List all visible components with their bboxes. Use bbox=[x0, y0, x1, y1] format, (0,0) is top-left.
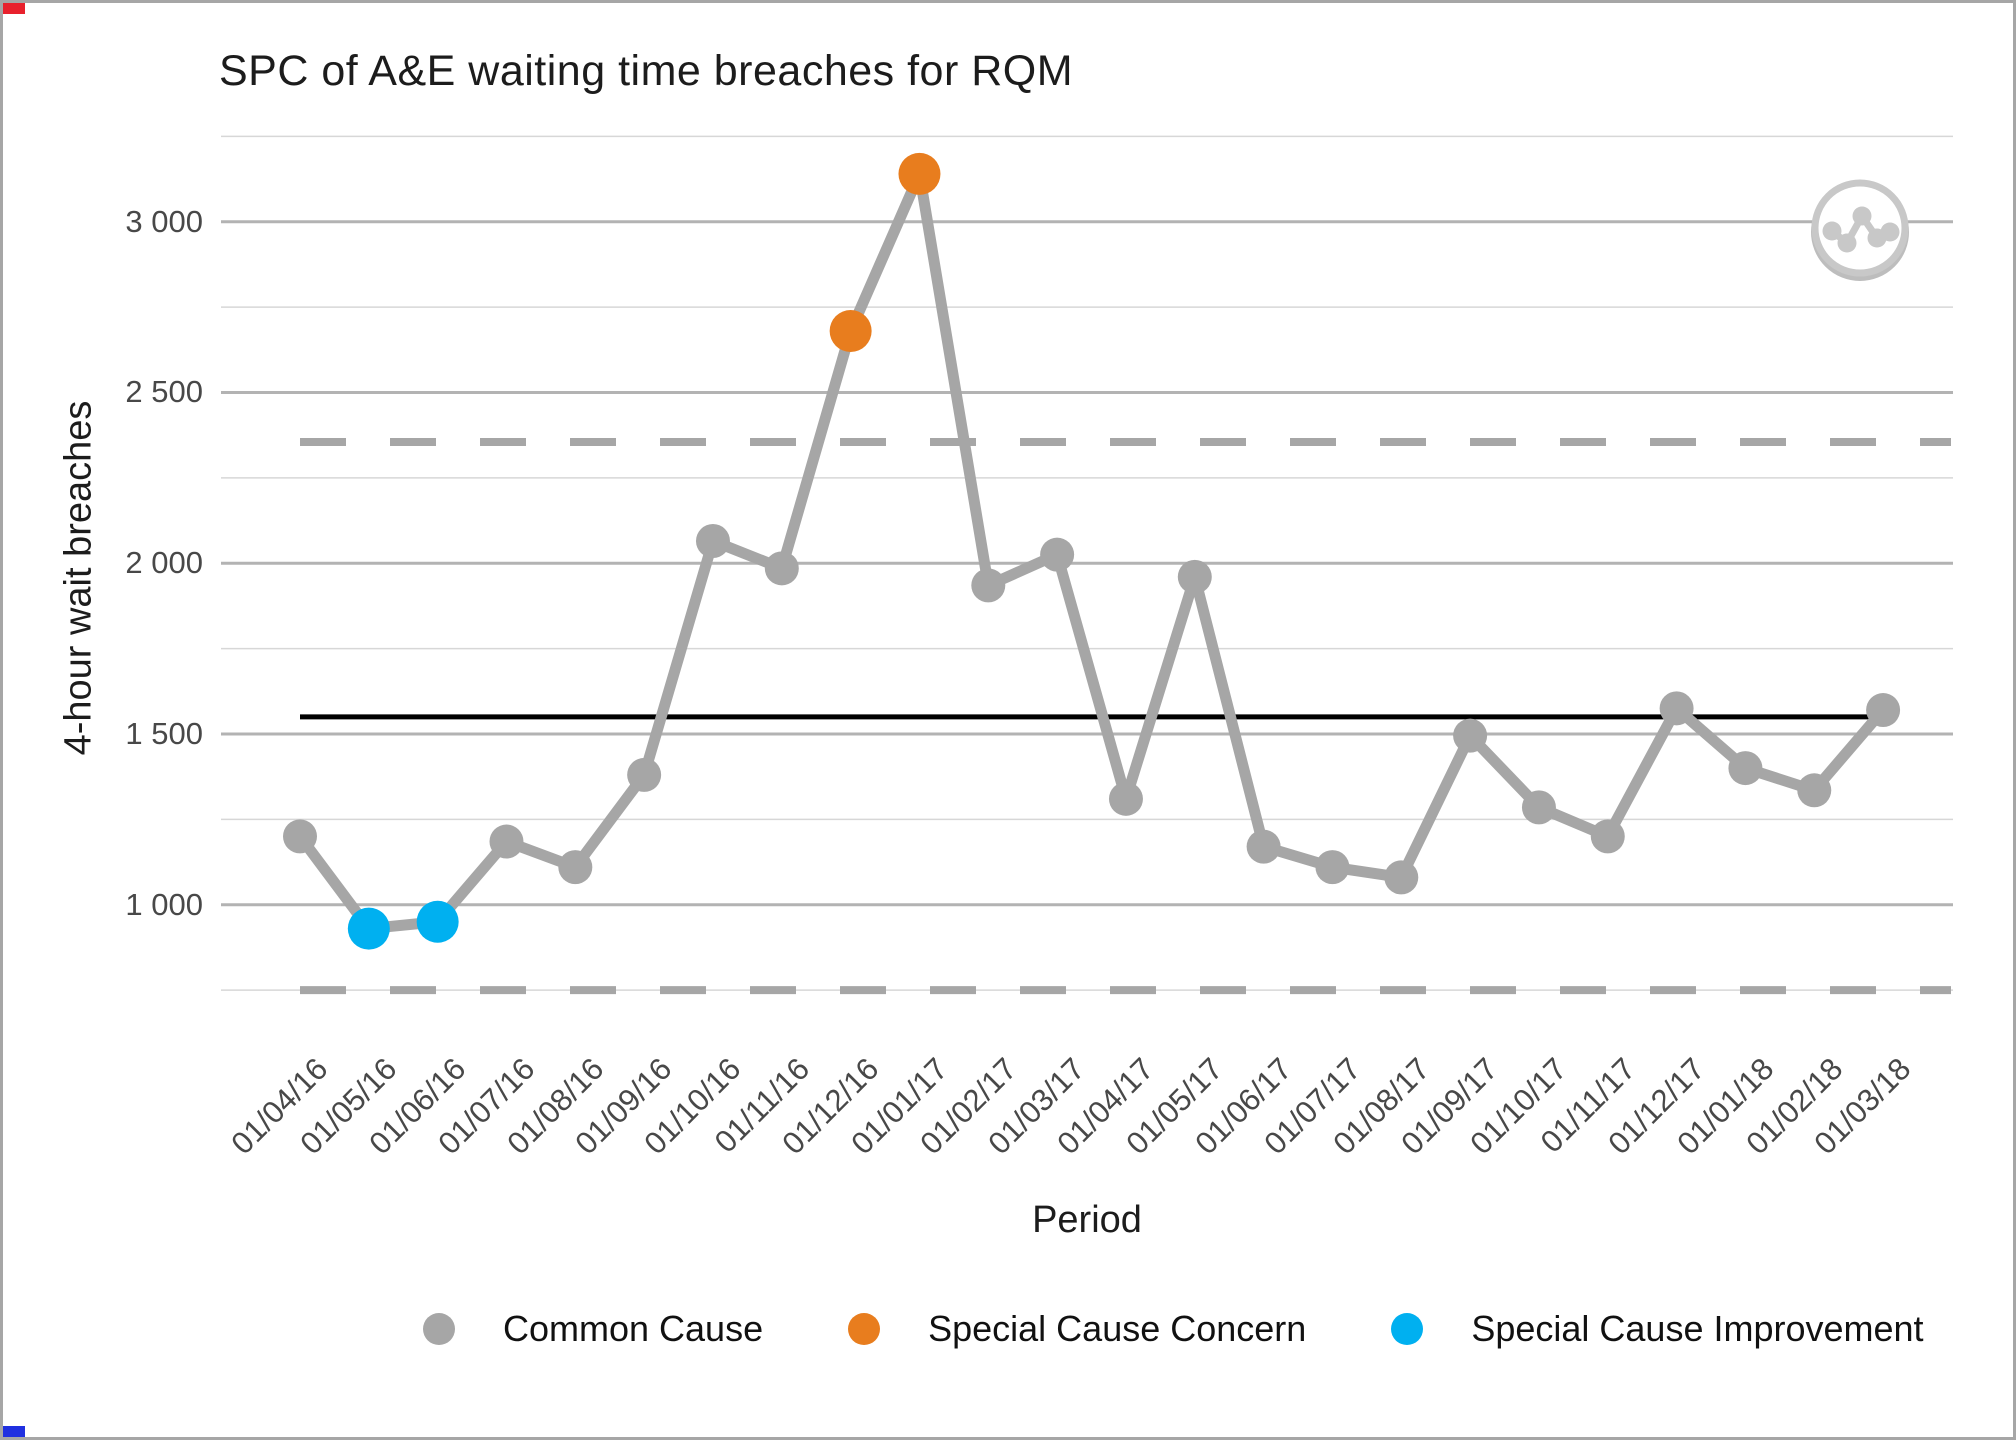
window-corner-artifact-red bbox=[3, 3, 25, 14]
data-point-common bbox=[1659, 691, 1694, 726]
data-point-common bbox=[1590, 819, 1625, 854]
legend-label: Common Cause bbox=[503, 1308, 764, 1349]
data-point-concern bbox=[829, 309, 872, 352]
data-point-common bbox=[764, 551, 799, 586]
data-point-common bbox=[1521, 790, 1556, 825]
legend-label: Special Cause Improvement bbox=[1471, 1308, 1924, 1349]
data-point-common bbox=[695, 524, 730, 559]
line-chart-icon-dot bbox=[1822, 221, 1842, 241]
data-point-common bbox=[1246, 829, 1281, 864]
data-point-common bbox=[1040, 537, 1075, 572]
data-point-improvement bbox=[416, 900, 459, 943]
legend-item-common-cause: Common Cause bbox=[423, 1308, 763, 1350]
chart-plot-area bbox=[221, 135, 1953, 995]
line-chart-icon-dot bbox=[1880, 222, 1900, 242]
line-chart-icon-dot bbox=[1852, 206, 1872, 226]
y-axis-tick-label: 2 000 bbox=[125, 545, 203, 581]
line-chart-icon bbox=[1811, 179, 1909, 277]
data-point-common bbox=[627, 757, 662, 792]
x-axis-title: Period bbox=[1032, 1199, 1142, 1241]
y-axis-tick-label: 2 500 bbox=[125, 374, 203, 410]
y-axis-tick-label: 3 000 bbox=[125, 203, 203, 239]
data-point-common bbox=[283, 819, 317, 854]
line-chart-icon-dot bbox=[1837, 233, 1857, 253]
data-point-common bbox=[1728, 751, 1763, 786]
data-point-common bbox=[1315, 850, 1350, 885]
legend: Common Cause Special Cause Concern Speci… bbox=[423, 1303, 1924, 1355]
y-axis-tick-label: 1 500 bbox=[125, 715, 203, 751]
window-corner-artifact-blue bbox=[3, 1426, 25, 1437]
y-axis-tick-label: 1 000 bbox=[125, 886, 203, 922]
special-cause-improvement-dot-icon bbox=[1391, 1313, 1424, 1345]
data-point-common bbox=[971, 568, 1006, 603]
legend-item-special-cause-improvement: Special Cause Improvement bbox=[1391, 1308, 1924, 1350]
special-cause-concern-dot-icon bbox=[848, 1313, 881, 1345]
legend-label: Special Cause Concern bbox=[928, 1308, 1307, 1349]
data-point-common bbox=[1384, 860, 1419, 895]
common-cause-dot-icon bbox=[423, 1313, 455, 1345]
data-point-common bbox=[558, 850, 593, 885]
data-point-common bbox=[1797, 773, 1832, 808]
data-point-common bbox=[1866, 693, 1901, 728]
data-point-common bbox=[1108, 781, 1143, 816]
data-point-common bbox=[1177, 559, 1212, 594]
data-point-improvement bbox=[347, 907, 390, 950]
chart-title: SPC of A&E waiting time breaches for RQM bbox=[219, 47, 1074, 95]
legend-item-special-cause-concern: Special Cause Concern bbox=[848, 1308, 1306, 1350]
data-point-concern bbox=[898, 152, 941, 195]
data-point-common bbox=[489, 824, 524, 859]
data-line bbox=[294, 168, 1889, 935]
data-point-common bbox=[1453, 718, 1488, 753]
